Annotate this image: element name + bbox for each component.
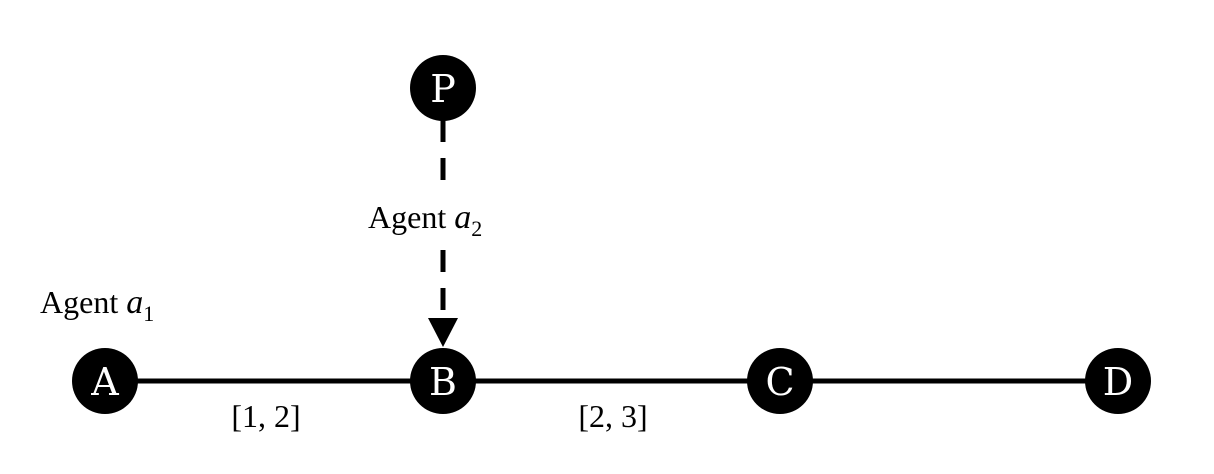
agent-a2-sub: 2 bbox=[471, 216, 482, 241]
node-p-label: P bbox=[430, 67, 456, 111]
agent-a1-var: a bbox=[126, 284, 143, 321]
node-a: A bbox=[72, 348, 138, 414]
node-d-label: D bbox=[1103, 360, 1133, 404]
node-c-circle bbox=[747, 348, 813, 414]
agent-a1-prefix: Agent bbox=[40, 284, 126, 320]
node-d-circle bbox=[1085, 348, 1151, 414]
node-b-label: B bbox=[429, 360, 457, 404]
node-p-circle bbox=[410, 55, 476, 121]
arrow-head-to-b bbox=[428, 318, 458, 347]
node-p: P bbox=[410, 55, 476, 121]
agent-a1-sub: 1 bbox=[143, 301, 154, 326]
node-a-circle bbox=[72, 348, 138, 414]
agent-a2-prefix: Agent bbox=[368, 199, 454, 235]
agent-a1-label: Agent a1 bbox=[40, 284, 154, 326]
node-c: C bbox=[747, 348, 813, 414]
node-c-label: C bbox=[765, 360, 794, 404]
edge-a-b-interval: [1, 2] bbox=[231, 398, 300, 434]
node-a-label: A bbox=[90, 360, 119, 404]
agent-a2-label: Agent a2 bbox=[368, 199, 482, 241]
node-b-circle bbox=[410, 348, 476, 414]
agent-a2-var: a bbox=[454, 199, 471, 236]
node-b: B bbox=[410, 348, 476, 414]
edge-b-c-interval: [2, 3] bbox=[578, 398, 647, 434]
node-d: D bbox=[1085, 348, 1151, 414]
